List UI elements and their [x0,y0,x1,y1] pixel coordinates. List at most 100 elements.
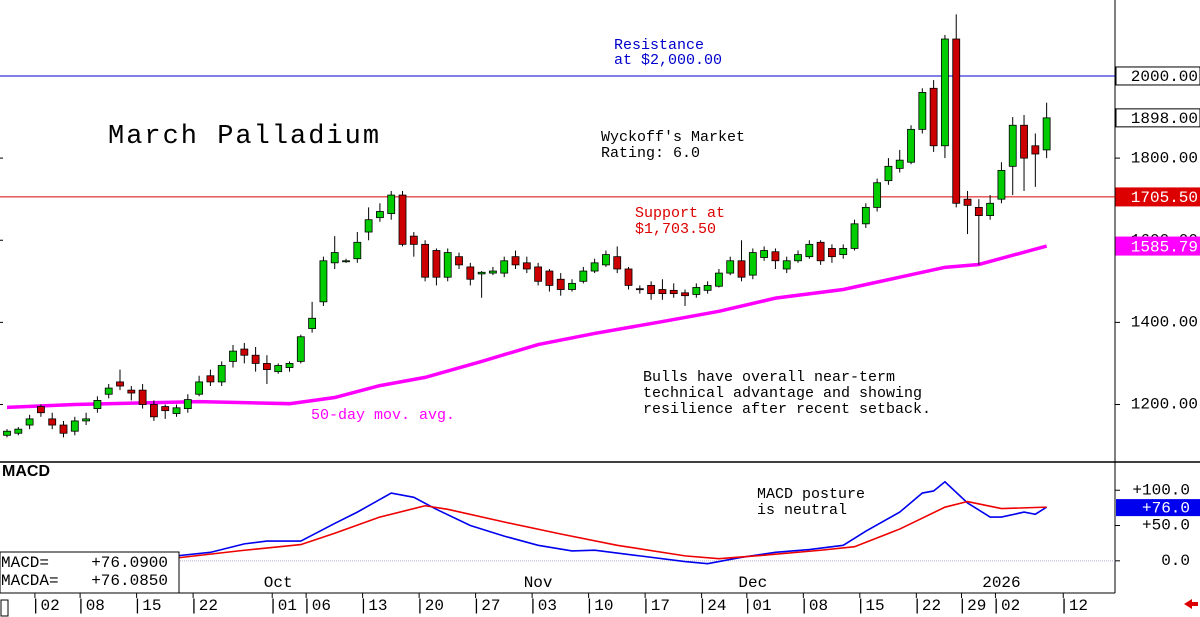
macd-tag-label: +76.0 [1142,499,1190,517]
x-tick-label: |01 [268,597,297,615]
price-tag-label: 1585.79 [1131,238,1198,256]
candle-body [669,289,678,295]
candle-body [613,256,622,270]
candle-body [522,262,531,270]
x-tick-label: |06 [302,597,331,615]
candle-body [963,198,972,206]
candle-body [692,287,701,295]
candle-body [1031,145,1040,155]
readout-label: MACD= [1,554,49,572]
x-tick-label: |03 [528,597,557,615]
month-label: 2026 [982,574,1020,592]
x-tick-label: |27 [472,597,501,615]
candle-body [104,387,113,395]
candle-body [25,418,34,426]
candle-body [635,288,644,291]
x-tick-label: |29 [958,597,987,615]
candle-body [681,292,689,297]
price-tag [1115,187,1200,207]
month-label: Dec [738,574,767,592]
candle-body [579,270,588,282]
candle-body [602,254,610,266]
candle-body [477,271,486,275]
x-tick-label: |02 [31,597,60,615]
candle-body [590,262,599,272]
candle-body [748,252,757,276]
candle-body [782,260,791,270]
candle-body [150,404,158,418]
x-tick-label: |08 [799,597,828,615]
candle-body [172,407,181,414]
candle-body [342,260,350,263]
annotation: resilience after recent setback. [643,401,931,418]
price-tag [1115,66,1200,86]
candle-body [895,159,904,169]
annotation: is neutral [757,502,847,519]
readout-label: MACDA= [1,572,59,590]
candle-body [794,254,802,262]
x-tick-label: |22 [912,597,941,615]
candle-body [398,194,407,245]
level-note: $1,703.50 [635,221,716,238]
candle-body [726,260,735,274]
candle-body [805,243,814,258]
x-tick-label: |17 [641,597,670,615]
candle-body [873,182,882,208]
candle-body [229,350,237,362]
candle-body [319,260,328,303]
y-tick-label: +100.0 [1132,481,1190,499]
x-tick-label: |15 [133,597,162,615]
candle-body [489,270,497,274]
candle-body [556,278,565,290]
macd-line [176,480,1048,565]
level-note: Support at [635,205,725,222]
candle-body [511,256,520,266]
annotation: MACD posture [757,486,865,503]
candle-body [545,270,554,286]
candle-body [251,354,260,364]
price-tag [1115,236,1200,256]
candle-body [387,194,396,214]
readout-value: +76.0850 [91,572,168,590]
candle-body [274,365,283,373]
x-tick-label: |22 [189,597,218,615]
candle-body [206,375,215,383]
x-tick-label: |10 [585,597,614,615]
candle-body [285,363,294,368]
candle-body [907,128,915,163]
candle-body [715,272,723,287]
x-tick-label: |15 [856,597,885,615]
candle-body [116,381,124,387]
candle-body [296,336,305,362]
candle-body [127,389,136,394]
month-label: Oct [264,574,293,592]
x-tick-label: |13 [359,597,388,615]
candle-body [443,252,452,278]
candle-body [376,211,384,219]
price-tag-label: 1898.00 [1131,110,1198,128]
candle-body [839,248,848,256]
price-tag-label: 1705.50 [1131,189,1198,207]
y-tick-label: 1400.00 [1131,314,1198,332]
candle-body [929,87,938,147]
candle-body [952,38,961,204]
candle-body [330,252,339,264]
level-note: Resistance [614,37,704,54]
candle-body [161,406,170,412]
candle-body [500,260,509,274]
candle-body [421,243,430,278]
candle-body [771,251,780,262]
readout-value: +76.0900 [91,554,168,572]
candle-body [1020,124,1028,159]
candle-body [658,289,667,295]
annotation: Rating: 6.0 [601,145,700,162]
x-tick-label: |08 [76,597,105,615]
candle-body [93,399,102,410]
scroll-arrow[interactable] [1184,599,1198,609]
candle-body [48,418,57,426]
candle-body [195,381,204,395]
y-tick-label: 1200.00 [1131,396,1198,414]
candle-body [1042,117,1051,151]
annotation: technical advantage and showing [643,385,922,402]
candle-body [850,223,859,249]
